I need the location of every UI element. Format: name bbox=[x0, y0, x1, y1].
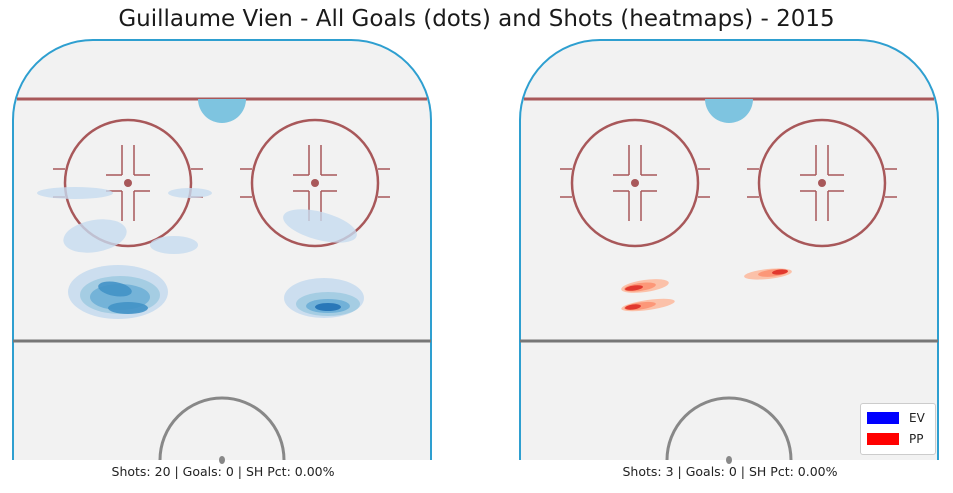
heatmap-contour bbox=[625, 304, 641, 310]
right-shot-heatmap bbox=[621, 268, 792, 312]
right-goal-crease bbox=[705, 99, 753, 123]
heatmap-contour bbox=[772, 269, 788, 275]
right-center-circle bbox=[665, 396, 793, 461]
right-panel-caption: Shots: 3 | Goals: 0 | SH Pct: 0.00% bbox=[622, 464, 838, 479]
heatmap-contour bbox=[63, 219, 127, 253]
heatmap-contour bbox=[98, 281, 132, 297]
legend-entry-pp: PP bbox=[867, 431, 923, 447]
legend-label-ev: EV bbox=[909, 411, 925, 425]
right-faceoff-dot-left bbox=[631, 179, 639, 187]
left-rink bbox=[12, 39, 432, 464]
right-faceoff-dot-right bbox=[818, 179, 826, 187]
left-panel-caption: Shots: 20 | Goals: 0 | SH Pct: 0.00% bbox=[111, 464, 335, 479]
chart-title: Guillaume Vien - All Goals (dots) and Sh… bbox=[118, 6, 835, 32]
legend-swatch-ev bbox=[867, 412, 899, 424]
left-faceoff-circle-left bbox=[63, 118, 193, 248]
left-boards bbox=[12, 39, 432, 460]
heatmap-contour bbox=[625, 285, 643, 291]
left-faceoff-dot-right bbox=[311, 179, 319, 187]
legend-swatch-pp bbox=[867, 433, 899, 445]
right-boards bbox=[519, 39, 939, 460]
left-ice-surface bbox=[13, 40, 431, 460]
legend-entry-ev: EV bbox=[867, 410, 925, 426]
right-faceoff-circle-right bbox=[757, 118, 887, 248]
heatmap-contour bbox=[108, 302, 148, 314]
heatmap-contour bbox=[168, 188, 212, 198]
heatmap-contour bbox=[150, 236, 198, 254]
right-faceoff-circle-left bbox=[570, 118, 700, 248]
left-faceoff-circle-right bbox=[250, 118, 380, 248]
right-ice-surface bbox=[520, 40, 938, 460]
left-goal-crease bbox=[198, 99, 246, 123]
right-rink bbox=[519, 39, 939, 464]
heatmap-contour bbox=[315, 303, 341, 311]
left-faceoff-dot-left bbox=[124, 179, 132, 187]
heatmap-contour bbox=[37, 187, 113, 199]
heatmap-contour bbox=[283, 209, 357, 243]
right-center-dot bbox=[726, 456, 732, 464]
left-shot-heatmap bbox=[37, 187, 364, 319]
left-center-dot bbox=[219, 456, 225, 464]
legend-label-pp: PP bbox=[909, 432, 924, 446]
legend: EV PP bbox=[860, 403, 936, 455]
left-center-circle bbox=[158, 396, 286, 461]
